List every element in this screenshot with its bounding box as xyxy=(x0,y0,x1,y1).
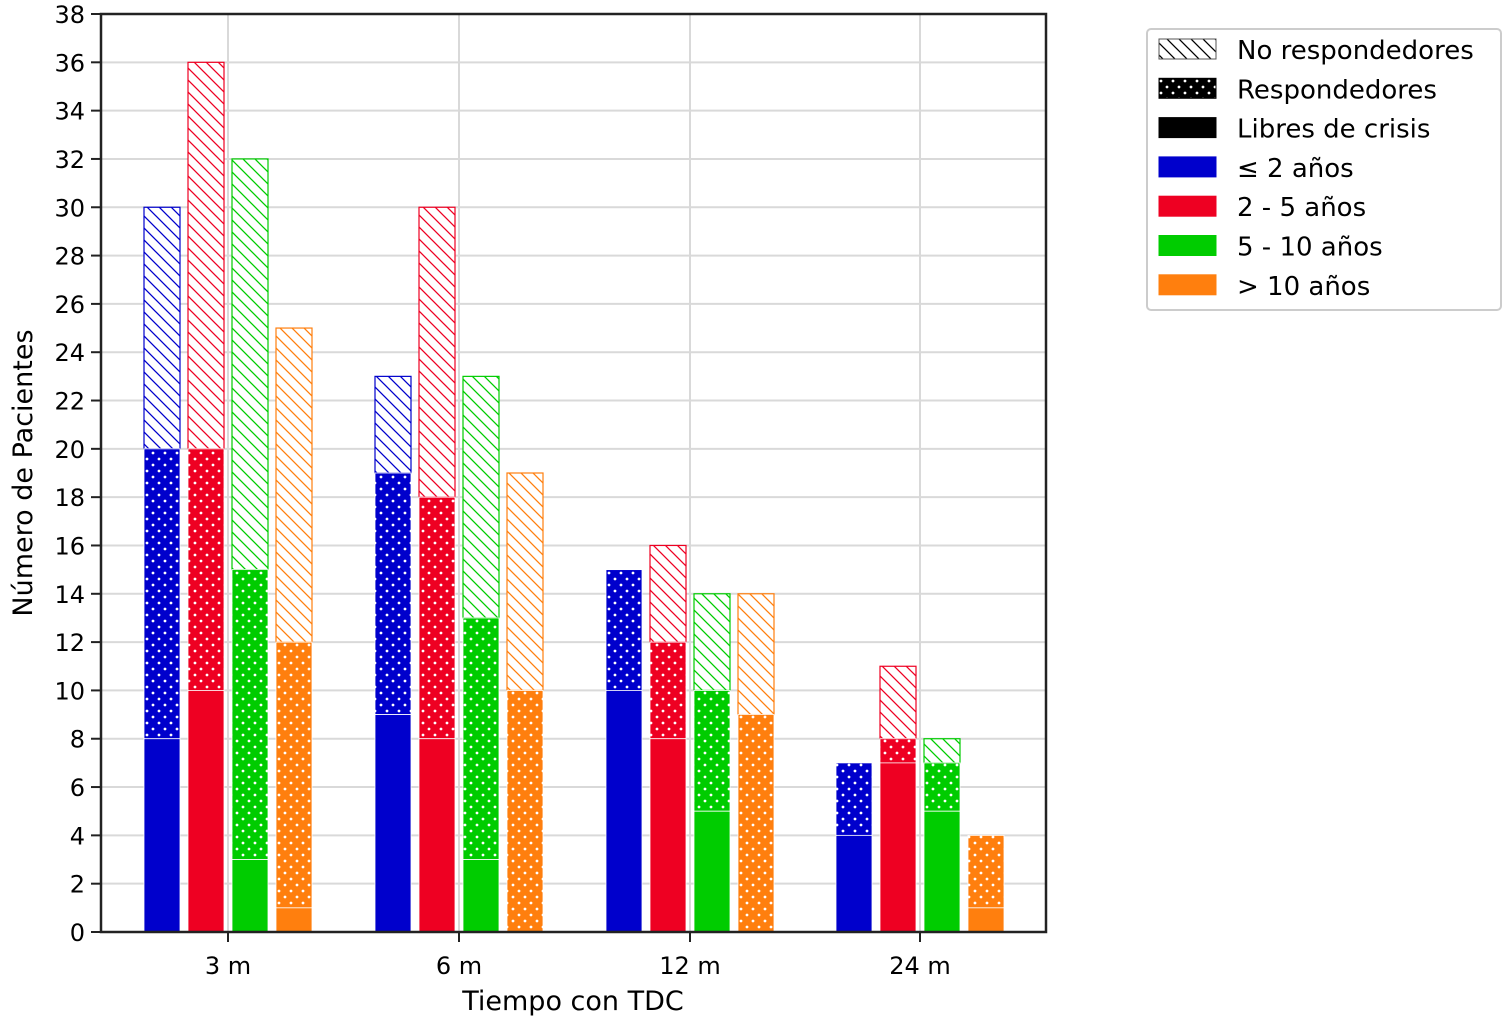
y-tick-label: 16 xyxy=(54,532,85,560)
bar-libres-de-crisis xyxy=(693,810,731,933)
legend-label: ≤ 2 años xyxy=(1237,154,1354,184)
y-tick-label: 28 xyxy=(54,243,85,271)
y-tick-label: 4 xyxy=(70,822,85,850)
y-tick-label: 24 xyxy=(54,339,85,367)
bar-respondedores xyxy=(462,617,500,860)
y-tick-label: 38 xyxy=(54,1,85,29)
legend-swatch xyxy=(1158,156,1217,178)
bar-no-respondedores xyxy=(506,472,544,692)
bar-respondedores xyxy=(506,690,544,933)
bar-respondedores xyxy=(374,472,412,715)
legend: No respondedores Respondedores Libres de c… xyxy=(1146,28,1502,311)
legend-label: Respondedores xyxy=(1237,75,1437,105)
bar-respondedores xyxy=(693,690,731,812)
bar-no-respondedores xyxy=(737,593,775,716)
x-tick-label: 12 m xyxy=(659,952,721,980)
bar-respondedores xyxy=(275,641,313,909)
legend-label: 5 - 10 años xyxy=(1237,233,1383,263)
bar-libres-de-crisis xyxy=(967,907,1005,933)
bar-respondedores xyxy=(879,738,917,764)
bar-libres-de-crisis xyxy=(649,738,687,933)
y-tick-label: 10 xyxy=(54,677,85,705)
bar-respondedores xyxy=(187,448,225,691)
bar-no-respondedores xyxy=(374,375,412,474)
bar-libres-de-crisis xyxy=(923,810,961,933)
plot-frame xyxy=(99,12,1048,934)
legend-label: Libres de crisis xyxy=(1237,115,1430,145)
y-tick-label: 20 xyxy=(54,436,85,464)
bar-respondedores xyxy=(143,448,181,740)
legend-frame xyxy=(1146,28,1502,311)
x-tick-label: 3 m xyxy=(205,952,251,980)
y-tick-label: 2 xyxy=(70,871,85,899)
bar-libres-de-crisis xyxy=(143,738,181,933)
bar-no-respondedores xyxy=(693,593,731,692)
bar-no-respondedores xyxy=(649,544,687,643)
y-tick-label: 6 xyxy=(70,774,85,802)
legend-swatch xyxy=(1158,77,1217,99)
y-tick-label: 18 xyxy=(54,484,85,512)
bar-respondedores xyxy=(835,762,873,836)
y-tick-label: 30 xyxy=(54,194,85,222)
y-tick-label: 26 xyxy=(54,291,85,319)
legend-swatch xyxy=(1158,38,1217,60)
bar-respondedores xyxy=(605,569,643,691)
bar-libres-de-crisis xyxy=(835,834,873,933)
y-axis-label: Número de Pacientes xyxy=(8,329,39,616)
legend-swatch xyxy=(1158,195,1217,217)
bar-libres-de-crisis xyxy=(374,714,412,933)
bar-respondedores xyxy=(649,641,687,740)
bar-no-respondedores xyxy=(187,61,225,450)
x-tick-label: 24 m xyxy=(889,952,951,980)
legend-label: No respondedores xyxy=(1237,36,1474,66)
y-tick-label: 22 xyxy=(54,388,85,416)
bar-libres-de-crisis xyxy=(231,859,269,933)
bar-no-respondedores xyxy=(462,375,500,619)
legend-label: > 10 años xyxy=(1237,272,1370,302)
bar-respondedores xyxy=(418,496,456,740)
y-tick-label: 12 xyxy=(54,629,85,657)
x-axis: 3 m 6 m 12 m 24 m xyxy=(205,932,951,980)
bar-respondedores xyxy=(923,762,961,812)
bar-no-respondedores xyxy=(231,158,269,571)
bar-no-respondedores xyxy=(418,206,456,498)
legend-swatch xyxy=(1158,117,1217,139)
legend-swatch xyxy=(1158,274,1217,296)
legend-label: 2 - 5 años xyxy=(1237,193,1366,223)
y-tick-label: 34 xyxy=(54,98,85,126)
bar-libres-de-crisis xyxy=(275,907,313,933)
bar-libres-de-crisis xyxy=(879,762,917,933)
y-tick-label: 14 xyxy=(54,581,85,609)
bar-respondedores xyxy=(737,714,775,933)
bar-libres-de-crisis xyxy=(418,738,456,933)
x-axis-label: Tiempo con TDC xyxy=(461,986,684,1017)
bar-libres-de-crisis xyxy=(187,690,225,933)
bar-no-respondedores xyxy=(143,206,181,450)
y-tick-label: 32 xyxy=(54,146,85,174)
y-tick-label: 0 xyxy=(70,919,85,947)
legend-swatch xyxy=(1158,235,1217,256)
y-tick-label: 36 xyxy=(54,49,85,77)
bar-libres-de-crisis xyxy=(462,859,500,933)
bar-respondedores xyxy=(231,569,269,860)
bar-no-respondedores xyxy=(879,665,917,740)
bar-libres-de-crisis xyxy=(605,690,643,933)
bar-respondedores xyxy=(967,834,1005,909)
bars xyxy=(143,61,1005,933)
x-tick-label: 6 m xyxy=(436,952,482,980)
y-tick-label: 8 xyxy=(70,726,85,754)
bar-no-respondedores xyxy=(923,738,961,764)
bar-no-respondedores xyxy=(275,327,313,643)
